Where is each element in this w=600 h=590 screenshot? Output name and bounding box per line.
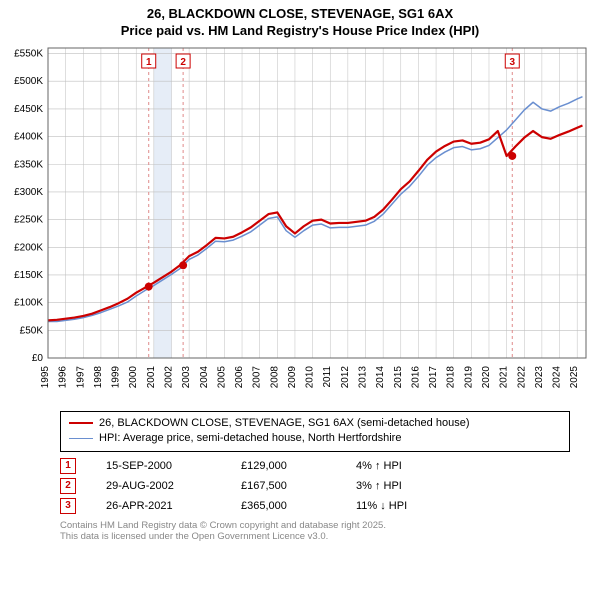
svg-text:£150K: £150K: [14, 270, 43, 281]
svg-text:2021: 2021: [499, 365, 510, 388]
sale-date: 15-SEP-2000: [106, 460, 241, 472]
svg-text:1995: 1995: [40, 365, 51, 388]
legend-swatch: [69, 438, 93, 439]
svg-text:2023: 2023: [534, 365, 545, 388]
legend-label: 26, BLACKDOWN CLOSE, STEVENAGE, SG1 6AX …: [99, 416, 469, 431]
svg-text:1998: 1998: [93, 365, 104, 388]
sale-price: £167,500: [241, 480, 356, 492]
svg-text:2018: 2018: [446, 365, 457, 388]
svg-text:2024: 2024: [552, 365, 563, 388]
price-chart: £0 £50K £100K £150K £200K £250K £300K £350K £400…: [0, 40, 600, 400]
svg-text:2012: 2012: [340, 365, 351, 388]
svg-text:£200K: £200K: [14, 242, 43, 253]
svg-text:1999: 1999: [111, 365, 122, 388]
sale-hpi-delta: 3% ↑ HPI: [356, 480, 570, 492]
title-line-2: Price paid vs. HM Land Registry's House …: [0, 23, 600, 40]
sale-hpi-delta: 4% ↑ HPI: [356, 460, 570, 472]
svg-text:2: 2: [180, 57, 186, 68]
legend-swatch: [69, 422, 93, 424]
chart-title: 26, BLACKDOWN CLOSE, STEVENAGE, SG1 6AX …: [0, 0, 600, 40]
sale-marker-icon: 3: [60, 498, 76, 514]
svg-text:£400K: £400K: [14, 131, 43, 142]
svg-text:2022: 2022: [516, 365, 527, 388]
svg-text:2025: 2025: [569, 365, 580, 388]
sale-row: 2 29-AUG-2002£167,5003% ↑ HPI: [60, 476, 570, 496]
svg-text:£100K: £100K: [14, 297, 43, 308]
sale-marker-icon: 1: [60, 458, 76, 474]
svg-text:2000: 2000: [128, 365, 139, 388]
svg-text:2015: 2015: [393, 365, 404, 388]
sale-price: £365,000: [241, 500, 356, 512]
svg-text:£50K: £50K: [20, 325, 44, 336]
svg-text:£500K: £500K: [14, 76, 43, 87]
svg-text:1996: 1996: [58, 365, 69, 388]
svg-text:3: 3: [509, 57, 515, 68]
svg-text:£550K: £550K: [14, 48, 43, 59]
sale-hpi-delta: 11% ↓ HPI: [356, 500, 570, 512]
svg-text:2011: 2011: [322, 365, 333, 387]
attribution-line-2: This data is licensed under the Open Gov…: [60, 531, 570, 543]
svg-text:2008: 2008: [269, 365, 280, 388]
legend: 26, BLACKDOWN CLOSE, STEVENAGE, SG1 6AX …: [60, 411, 570, 452]
sale-price: £129,000: [241, 460, 356, 472]
svg-text:2010: 2010: [305, 365, 316, 388]
sale-date: 29-AUG-2002: [106, 480, 241, 492]
svg-text:2014: 2014: [375, 365, 386, 388]
svg-text:£450K: £450K: [14, 104, 43, 115]
sale-row: 1 15-SEP-2000£129,0004% ↑ HPI: [60, 456, 570, 476]
svg-text:£0: £0: [32, 353, 44, 364]
svg-text:2019: 2019: [463, 365, 474, 388]
attribution: Contains HM Land Registry data © Crown c…: [60, 520, 570, 544]
legend-item: HPI: Average price, semi-detached house,…: [69, 431, 561, 446]
sales-table: 1 15-SEP-2000£129,0004% ↑ HPI 2 29-AUG-2002…: [60, 456, 570, 516]
title-line-1: 26, BLACKDOWN CLOSE, STEVENAGE, SG1 6AX: [0, 6, 600, 23]
svg-text:2001: 2001: [146, 365, 157, 388]
svg-text:2006: 2006: [234, 365, 245, 388]
svg-text:1997: 1997: [75, 365, 86, 388]
sale-date: 26-APR-2021: [106, 500, 241, 512]
sale-marker-icon: 2: [60, 478, 76, 494]
svg-text:2003: 2003: [181, 365, 192, 388]
svg-text:2009: 2009: [287, 365, 298, 388]
attribution-line-1: Contains HM Land Registry data © Crown c…: [60, 520, 570, 532]
svg-text:2004: 2004: [199, 365, 210, 388]
svg-text:£300K: £300K: [14, 187, 43, 198]
legend-label: HPI: Average price, semi-detached house,…: [99, 431, 401, 446]
sale-row: 3 26-APR-2021£365,00011% ↓ HPI: [60, 496, 570, 516]
svg-text:1: 1: [146, 57, 152, 68]
svg-text:£250K: £250K: [14, 214, 43, 225]
svg-text:2007: 2007: [252, 365, 263, 388]
legend-item: 26, BLACKDOWN CLOSE, STEVENAGE, SG1 6AX …: [69, 416, 561, 431]
svg-text:2020: 2020: [481, 365, 492, 388]
svg-text:2016: 2016: [410, 365, 421, 388]
svg-text:£350K: £350K: [14, 159, 43, 170]
svg-text:2017: 2017: [428, 365, 439, 388]
chart-container: £0 £50K £100K £150K £200K £250K £300K £350K £400…: [0, 40, 600, 405]
svg-text:2002: 2002: [163, 365, 174, 388]
svg-text:2005: 2005: [216, 365, 227, 388]
svg-text:2013: 2013: [358, 365, 369, 388]
